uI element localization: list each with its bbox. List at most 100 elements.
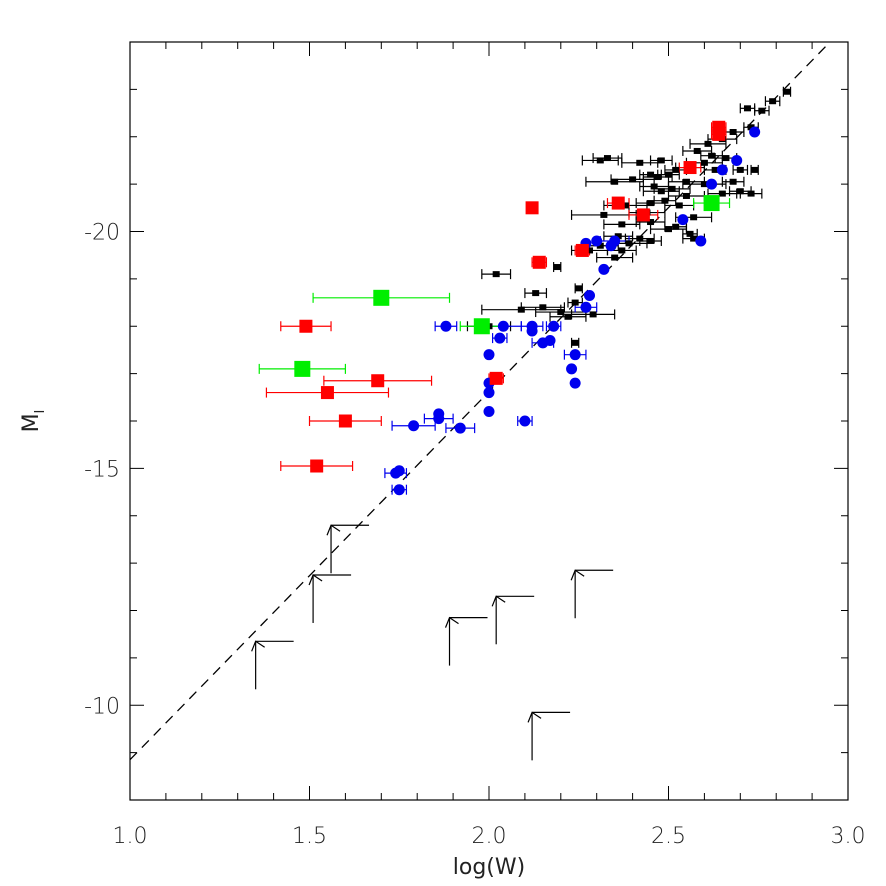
data-point-small-square <box>586 247 594 254</box>
data-point-small-square <box>654 174 662 181</box>
data-point-small-square <box>747 124 755 131</box>
data-point-small-square <box>711 166 719 173</box>
data-point-square <box>525 201 539 215</box>
data-point-small-square <box>682 192 690 199</box>
data-point-small-square <box>557 309 565 316</box>
x-tick-label: 1.0 <box>113 824 148 849</box>
data-point-square <box>532 255 546 269</box>
y-tick-label: -15 <box>84 457 120 482</box>
data-point-square <box>636 208 650 222</box>
data-point-square <box>299 319 313 333</box>
data-point-small-square <box>618 221 626 228</box>
data-point-small-square <box>665 226 672 233</box>
data-point-circle <box>494 332 506 344</box>
data-point-small-square <box>600 211 608 218</box>
arrow-head <box>527 711 542 723</box>
y-tick-label: -10 <box>84 694 120 719</box>
data-point-circle <box>580 301 592 313</box>
data-point-circle <box>716 164 728 176</box>
data-point-small-square <box>589 311 597 318</box>
data-point-square <box>373 289 390 306</box>
data-point-small-square <box>708 152 716 159</box>
data-point-circle <box>598 263 610 275</box>
error-bars <box>258 86 792 495</box>
data-point-square <box>310 459 324 473</box>
data-point-circle <box>526 325 538 337</box>
arrow-head <box>308 574 323 586</box>
data-point-small-square <box>700 159 708 166</box>
x-axis-label: log(W) <box>453 855 525 880</box>
data-point-small-square <box>657 157 665 164</box>
data-point-circle <box>393 484 405 496</box>
data-point-small-square <box>571 299 579 306</box>
upper-limit-arrow <box>251 640 294 690</box>
data-point-small-square <box>636 235 644 242</box>
x-tick-label: 3.0 <box>831 824 866 849</box>
data-point-small-square <box>625 240 633 247</box>
data-point-small-square <box>682 178 690 185</box>
data-point-small-square <box>729 129 737 136</box>
data-point-small-square <box>665 171 672 178</box>
data-point-circle <box>569 349 581 361</box>
data-point-circle <box>497 320 509 332</box>
fit-line-layer <box>129 41 831 761</box>
x-tick-label: 2.0 <box>472 824 507 849</box>
data-point-circle <box>454 422 466 434</box>
y-axis-label: MI <box>19 410 48 433</box>
data-point-square <box>338 414 352 428</box>
data-point-circle <box>548 320 560 332</box>
upper-limit-arrow <box>527 711 571 761</box>
data-point-square <box>294 360 311 377</box>
arrow-head <box>491 595 506 607</box>
data-point-small-square <box>636 159 644 166</box>
data-point-small-square <box>657 188 665 195</box>
data-point-circle <box>393 465 405 477</box>
data-point-small-square <box>647 171 655 178</box>
data-point-small-square <box>722 155 730 162</box>
x-tick-labels: 1.0 1.5 2.0 2.5 3.0 <box>113 824 866 849</box>
upper-limit-arrow <box>491 595 535 645</box>
data-point-small-square <box>672 166 680 173</box>
data-point-circle <box>706 178 718 190</box>
x-tick-label: 2.5 <box>651 824 686 849</box>
data-point-small-square <box>647 219 655 226</box>
data-point-small-square <box>686 230 694 237</box>
data-point-circle <box>519 415 531 427</box>
data-point-small-square <box>769 98 777 105</box>
data-point-circle <box>483 387 495 399</box>
data-point-square <box>489 371 503 385</box>
data-point-small-square <box>743 105 751 112</box>
data-point-circle <box>483 349 495 361</box>
plot-frame <box>129 41 849 801</box>
data-point-small-square <box>672 223 680 230</box>
data-point-small-square <box>575 285 583 292</box>
data-point-circle <box>731 154 743 166</box>
data-point-small-square <box>736 166 744 173</box>
data-point-square <box>575 243 589 257</box>
data-point-square <box>473 318 490 335</box>
data-point-square <box>320 386 334 400</box>
data-point-small-square <box>553 264 561 271</box>
data-point-circle <box>695 235 707 247</box>
data-point-small-square <box>690 214 698 221</box>
markers <box>294 88 791 496</box>
data-point-small-square <box>736 188 744 195</box>
data-point-small-square <box>647 237 655 244</box>
data-point-small-square <box>517 306 525 313</box>
x-tick-label: 1.5 <box>292 824 327 849</box>
data-point-circle <box>566 363 578 375</box>
data-point-square <box>683 161 697 175</box>
fit-line <box>129 41 831 761</box>
data-point-circle <box>440 320 452 332</box>
data-point-small-square <box>596 157 604 164</box>
data-point-small-square <box>532 290 540 297</box>
upper-limit-arrows <box>251 524 614 761</box>
data-point-small-square <box>492 271 500 278</box>
data-point-small-square <box>621 202 629 209</box>
upper-limit-arrow <box>444 616 488 666</box>
data-point-square <box>611 196 625 210</box>
data-point-small-square <box>704 140 712 147</box>
data-point-square <box>703 195 720 212</box>
upper-limit-arrow <box>308 574 352 623</box>
upper-limit-arrow <box>570 569 614 619</box>
